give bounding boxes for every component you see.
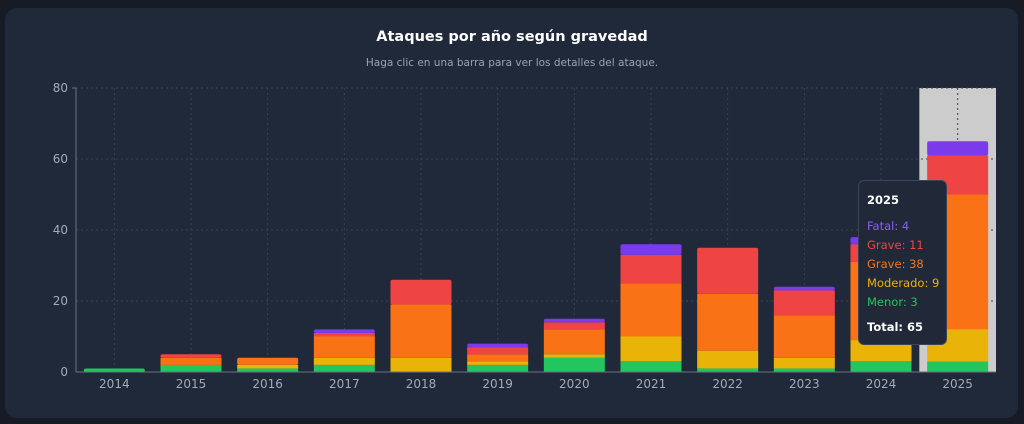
x-tick-label: 2023 xyxy=(789,377,820,391)
tooltip-total: Total: 65 xyxy=(867,320,924,334)
bar-segment-2020-menor[interactable] xyxy=(543,357,605,372)
bar-segment-2018-grave[interactable] xyxy=(390,304,452,358)
bar-segment-2016-menor[interactable] xyxy=(237,368,299,372)
bar-segment-2019-menor[interactable] xyxy=(467,364,529,372)
bar-segment-2019-moderado[interactable] xyxy=(467,361,529,365)
x-tick-label: 2019 xyxy=(482,377,513,391)
y-tick-label: 0 xyxy=(60,365,68,379)
bar-segment-2023-grave[interactable] xyxy=(773,290,835,316)
bar-segment-2022-grave[interactable] xyxy=(697,293,759,351)
tooltip-title: 2025 xyxy=(867,193,900,207)
bar-segment-2022-menor[interactable] xyxy=(697,368,759,372)
bar-segment-2018-moderado[interactable] xyxy=(390,357,452,372)
tooltip: 2025 Fatal: 4 Grave: 11 Grave: 38 Modera… xyxy=(858,180,947,345)
x-tick-label: 2020 xyxy=(559,377,590,391)
bar-segment-2024-moderado[interactable] xyxy=(850,340,912,362)
bar-segment-2023-fatal[interactable] xyxy=(773,286,835,291)
y-tick-label: 80 xyxy=(53,81,68,95)
chart-subtitle: Haga clic en una barra para ver los deta… xyxy=(365,57,659,69)
x-tick-label: 2017 xyxy=(329,377,360,391)
tooltip-line-fatal: Fatal: 4 xyxy=(867,219,910,233)
bar-segment-2021-menor[interactable] xyxy=(620,361,682,372)
bar-segment-2017-menor[interactable] xyxy=(313,364,375,372)
bar-segment-2017-grave[interactable] xyxy=(313,336,375,358)
bar-segment-2022-moderado[interactable] xyxy=(697,350,759,369)
tooltip-line-moderado: Moderado: 9 xyxy=(867,276,940,290)
x-tick-label: 2018 xyxy=(406,377,437,391)
x-tick-label: 2016 xyxy=(252,377,283,391)
bar-segment-2023-grave[interactable] xyxy=(773,315,835,358)
chart-title: Ataques por año según gravedad xyxy=(376,29,648,45)
bar-segment-2023-moderado[interactable] xyxy=(773,357,835,369)
x-tick-label: 2015 xyxy=(176,377,207,391)
x-tick-label: 2025 xyxy=(942,377,973,391)
bar-segment-2014-menor[interactable] xyxy=(83,368,145,372)
bar-segment-2017-moderado[interactable] xyxy=(313,357,375,365)
bar-segment-2019-fatal[interactable] xyxy=(467,343,529,348)
bar-segment-2018-grave[interactable] xyxy=(390,279,452,305)
bar-segment-2017-fatal[interactable] xyxy=(313,329,375,333)
bar-segment-2022-grave[interactable] xyxy=(697,247,759,294)
y-tick-label: 60 xyxy=(53,152,68,166)
bar-segment-2021-moderado[interactable] xyxy=(620,336,682,362)
bar-segment-2020-grave[interactable] xyxy=(543,322,605,330)
bar-segment-2020-fatal[interactable] xyxy=(543,318,605,323)
y-tick-label: 40 xyxy=(53,223,68,237)
y-tick-label: 20 xyxy=(53,294,68,308)
bar-segment-2025-menor[interactable] xyxy=(927,361,989,372)
bar-segment-2017-grave[interactable] xyxy=(313,332,375,337)
x-tick-label: 2014 xyxy=(99,377,130,391)
bar-segment-2016-grave[interactable] xyxy=(237,357,299,365)
bar-segment-2020-grave[interactable] xyxy=(543,329,605,355)
bar-segment-2025-fatal[interactable] xyxy=(927,141,989,156)
tooltip-line-grave-orange: Grave: 38 xyxy=(867,257,924,271)
bar-segment-2015-menor[interactable] xyxy=(160,364,222,372)
bar-segment-2024-menor[interactable] xyxy=(850,361,912,372)
bar-segment-2021-fatal[interactable] xyxy=(620,244,682,255)
bar-segment-2016-moderado[interactable] xyxy=(237,364,299,369)
x-tick-label: 2022 xyxy=(712,377,743,391)
bar-segment-2020-moderado[interactable] xyxy=(543,354,605,358)
x-tick-label: 2021 xyxy=(636,377,667,391)
bar-segment-2021-grave[interactable] xyxy=(620,254,682,284)
bar-segment-2015-grave[interactable] xyxy=(160,354,222,358)
bar-segment-2019-grave[interactable] xyxy=(467,354,529,362)
bar-segment-2019-grave[interactable] xyxy=(467,347,529,355)
tooltip-line-menor: Menor: 3 xyxy=(867,295,918,309)
bar-segment-2023-menor[interactable] xyxy=(773,368,835,372)
bar-segment-2021-grave[interactable] xyxy=(620,283,682,337)
tooltip-line-grave-red: Grave: 11 xyxy=(867,238,924,252)
x-tick-label: 2024 xyxy=(866,377,897,391)
bar-segment-2015-grave[interactable] xyxy=(160,357,222,365)
